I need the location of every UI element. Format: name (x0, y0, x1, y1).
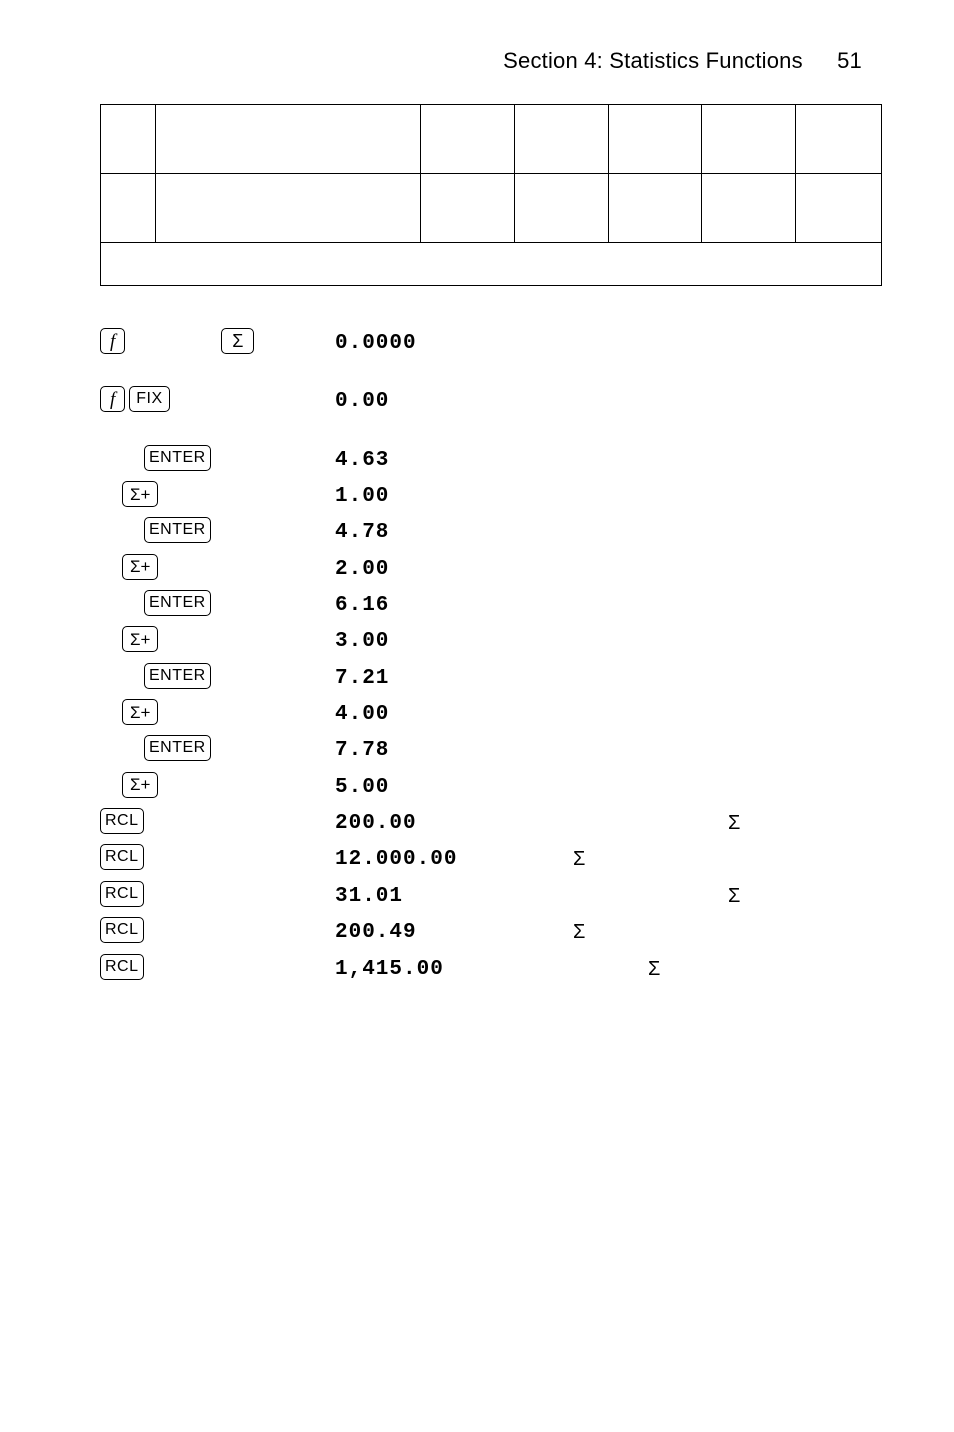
table-cell (101, 243, 882, 286)
comment: Σ (515, 808, 882, 837)
comment (515, 554, 882, 556)
keystrokes: RCL (100, 881, 335, 907)
keystrokes: ENTER (100, 445, 335, 471)
section-title: Section 4: Statistics Functions (503, 48, 803, 73)
display-value: 12.000.00 (335, 844, 515, 874)
keystrokes: Σ+ (100, 699, 335, 725)
display-value: 200.49 (335, 917, 515, 947)
comment: Σ (515, 881, 882, 910)
display-value: 4.78 (335, 517, 515, 547)
keystrokes: fΣ (100, 328, 335, 354)
fix-key: FIX (129, 386, 169, 412)
table-cell (421, 174, 515, 243)
display-value: 0.0000 (335, 328, 515, 358)
table-cell (514, 105, 608, 174)
page-header: Section 4: Statistics Functions 51 (100, 48, 882, 74)
keystrokes: Σ+ (100, 481, 335, 507)
keystrokes: fFIX (100, 386, 335, 412)
table-cell (155, 105, 421, 174)
keystrokes: RCL (100, 808, 335, 834)
keystrokes: ENTER (100, 735, 335, 761)
keystrokes: RCL (100, 917, 335, 943)
keystrokes: ENTER (100, 663, 335, 689)
--key: Σ+ (122, 554, 158, 580)
keystrokes: RCL (100, 954, 335, 980)
keystrokes: Σ+ (100, 554, 335, 580)
display-value: 31.01 (335, 881, 515, 911)
data-table (100, 104, 882, 286)
table-cell (608, 174, 702, 243)
--key: Σ+ (122, 626, 158, 652)
keystrokes: ENTER (100, 590, 335, 616)
comment (515, 445, 882, 447)
display-value: 3.00 (335, 626, 515, 656)
comment (515, 481, 882, 483)
display-value: 6.16 (335, 590, 515, 620)
enter-key: ENTER (144, 517, 211, 543)
display-value: 0.00 (335, 386, 515, 416)
table-cell (702, 105, 796, 174)
enter-key: ENTER (144, 663, 211, 689)
comment (515, 735, 882, 737)
keystrokes: Σ+ (100, 626, 335, 652)
table-cell (101, 174, 156, 243)
--key: Σ+ (122, 481, 158, 507)
table-cell (608, 105, 702, 174)
comment (515, 328, 882, 330)
comment (515, 626, 882, 628)
table-cell (155, 174, 421, 243)
display-value: 200.00 (335, 808, 515, 838)
comment (515, 386, 882, 388)
comment: Σ (515, 844, 882, 873)
page-number: 51 (837, 48, 862, 73)
--key: Σ+ (122, 699, 158, 725)
comment: Σ (515, 954, 882, 983)
table-cell (796, 105, 882, 174)
f-key: f (100, 386, 125, 412)
enter-key: ENTER (144, 590, 211, 616)
enter-key: ENTER (144, 735, 211, 761)
--key: Σ (221, 328, 254, 354)
comment (515, 590, 882, 592)
display-value: 5.00 (335, 772, 515, 802)
rcl-key: RCL (100, 954, 144, 980)
display-value: 2.00 (335, 554, 515, 584)
--key: Σ+ (122, 772, 158, 798)
comment (515, 772, 882, 774)
table-cell (421, 105, 515, 174)
display-value: 7.78 (335, 735, 515, 765)
keystrokes: RCL (100, 844, 335, 870)
table-cell (101, 105, 156, 174)
table-cell (514, 174, 608, 243)
comment (515, 663, 882, 665)
comment (515, 517, 882, 519)
keystroke-listing: fΣ0.0000fFIX0.00ENTER4.63Σ+1.00ENTER4.78… (100, 328, 882, 984)
comment (515, 699, 882, 701)
display-value: 1,415.00 (335, 954, 515, 984)
display-value: 7.21 (335, 663, 515, 693)
keystrokes: Σ+ (100, 772, 335, 798)
rcl-key: RCL (100, 808, 144, 834)
table-cell (702, 174, 796, 243)
display-value: 4.63 (335, 445, 515, 475)
f-key: f (100, 328, 125, 354)
enter-key: ENTER (144, 445, 211, 471)
display-value: 1.00 (335, 481, 515, 511)
keystrokes: ENTER (100, 517, 335, 543)
table-cell (796, 174, 882, 243)
rcl-key: RCL (100, 844, 144, 870)
rcl-key: RCL (100, 881, 144, 907)
rcl-key: RCL (100, 917, 144, 943)
display-value: 4.00 (335, 699, 515, 729)
comment: Σ (515, 917, 882, 946)
